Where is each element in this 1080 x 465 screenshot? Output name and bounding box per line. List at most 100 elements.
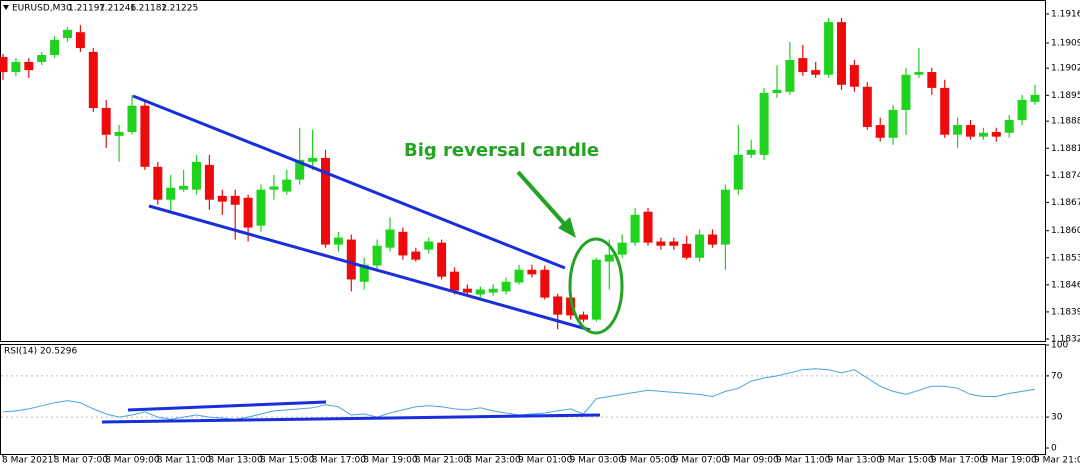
x-tick-label: 8 Mar 23:00 [466, 456, 521, 465]
candle-body [153, 166, 163, 200]
candle-body [0, 56, 8, 73]
candle-body [346, 239, 356, 280]
candle-body [991, 132, 1001, 137]
symbol-title: EURUSD,M30 [12, 4, 72, 14]
candle-body [50, 39, 60, 56]
x-tick-label: 8 Mar 15:00 [260, 456, 315, 465]
candle-body [256, 189, 266, 226]
x-tick-label: 9 Mar 21:00 [1034, 456, 1080, 465]
candle-body [411, 251, 421, 260]
candle-body [501, 281, 511, 292]
rsi-panel [0, 344, 1046, 455]
y-tick-label: 1.18888 [1051, 117, 1080, 127]
candle-body [798, 58, 808, 73]
candle-body [914, 72, 924, 75]
x-tick-label: 9 Mar 15:00 [879, 456, 934, 465]
x-tick-label: 9 Mar 05:00 [621, 456, 676, 465]
candle-body [450, 271, 459, 291]
candle-body [849, 65, 859, 87]
candle-body [811, 70, 821, 75]
candle-body [656, 241, 666, 246]
candle-body [385, 229, 395, 248]
candle-body [940, 87, 950, 135]
candle-body [733, 154, 743, 190]
x-tick-label: 8 Mar 19:00 [363, 456, 418, 465]
candle-body [217, 195, 227, 202]
candle-body [424, 241, 434, 250]
y-tick-label: 1.18748 [1051, 171, 1080, 181]
rsi-title: RSI(14) 20.5296 [4, 347, 77, 357]
candle-body [630, 214, 640, 243]
rsi-trend-line [127, 400, 327, 412]
candle-body [875, 125, 885, 138]
x-tick-label: 9 Mar 19:00 [982, 456, 1037, 465]
price-panel [0, 0, 1046, 342]
candle-body [978, 132, 988, 137]
drawings: Big reversal candle [101, 94, 624, 424]
candle-body [140, 105, 150, 167]
candle-body [617, 242, 627, 255]
header-high: 1.21246 [99, 4, 136, 14]
y-tick-label: 1.18325 [1051, 335, 1080, 345]
y-tick-label: 1.19165 [1051, 10, 1080, 20]
x-tick-label: 9 Mar 07:00 [673, 456, 728, 465]
candle-body [669, 241, 679, 246]
y-tick-label: 1.19025 [1051, 64, 1080, 74]
candle-body [579, 314, 588, 320]
candle-body [192, 161, 201, 190]
x-tick-label: 8 Mar 13:00 [208, 456, 263, 465]
x-tick-label: 9 Mar 13:00 [828, 456, 883, 465]
x-tick-label: 8 Mar 21:00 [415, 456, 470, 465]
candle-body [230, 195, 240, 205]
candle-body [333, 237, 343, 245]
y-tick-label: 1.18535 [1051, 253, 1080, 263]
menu-icon [3, 5, 9, 10]
candle-body [475, 289, 485, 295]
x-tick-label: 9 Mar 01:00 [518, 456, 573, 465]
candle-body [269, 186, 279, 190]
candle-body [604, 254, 614, 262]
x-tick-label: 8 Mar 17:00 [312, 456, 367, 465]
candle-body [37, 55, 47, 62]
rsi-trend-line [101, 413, 601, 424]
y-tick-label: 1.18395 [1051, 307, 1080, 317]
candle-body [243, 197, 253, 228]
y-tick-label: 0 [1051, 444, 1057, 454]
candle-body [966, 125, 975, 137]
highlight-ellipse [568, 237, 624, 335]
x-tick-label: 8 Mar 07:00 [54, 456, 109, 465]
candle-body [695, 234, 705, 258]
candle-body [759, 92, 769, 155]
candle-body [24, 61, 34, 71]
candle-body [462, 288, 472, 293]
candle-body [295, 159, 305, 180]
candle-body [708, 234, 717, 245]
candle-body [824, 22, 834, 75]
candle-body [437, 242, 447, 277]
header-open: 1.21197 [68, 4, 105, 14]
y-tick-label: 70 [1051, 371, 1063, 381]
candle-body [75, 32, 85, 49]
header-low: 1.21182 [130, 4, 167, 14]
plot-area: 1.19165 1.19090 1.19025 1.18955 1.18888 1.188… [0, 10, 1080, 465]
candle-body [927, 72, 937, 88]
x-tick-label: 9 Mar 09:00 [724, 456, 779, 465]
candle-body [488, 288, 498, 293]
candle-body [359, 264, 369, 282]
x-tick-label: 9 Mar 03:00 [570, 456, 625, 465]
candle-body [166, 187, 176, 200]
candle-body [553, 296, 563, 315]
candle-body [682, 243, 692, 258]
y-tick-label: 1.18818 [1051, 144, 1080, 154]
candle-body [643, 211, 653, 243]
y-tick-label: 1.19090 [1051, 39, 1080, 49]
candle-body [282, 179, 292, 192]
candle-body [204, 164, 214, 200]
y-tick-label: 1.18465 [1051, 280, 1080, 290]
candle-body [1030, 94, 1040, 102]
candle-body [901, 74, 911, 110]
y-tick-label: 1.18605 [1051, 226, 1080, 236]
header-close: 1.21225 [161, 4, 198, 14]
